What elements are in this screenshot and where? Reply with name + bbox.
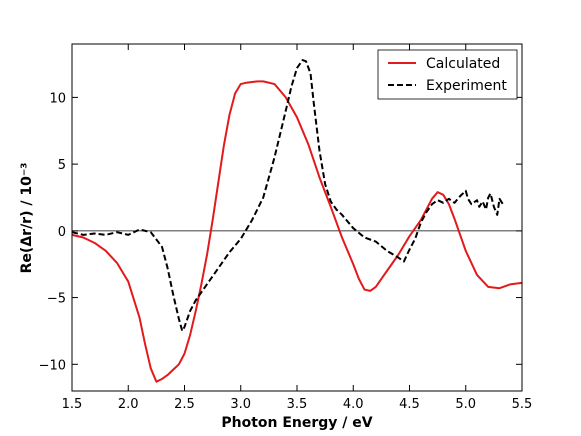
series-line-calculated <box>71 80 523 383</box>
x-tick-label: 3.5 <box>287 397 308 412</box>
y-tick-label: 0 <box>58 225 66 240</box>
y-tick-label: −10 <box>39 358 66 373</box>
y-axis-ticks: −10 −5 0 5 10 <box>39 91 522 373</box>
legend-label-experiment: Experiment <box>426 78 507 94</box>
x-tick-label: 5.0 <box>455 397 476 412</box>
y-tick-label: 10 <box>49 91 66 106</box>
y-tick-label: −5 <box>47 292 66 307</box>
x-axis-title: Photon Energy / eV <box>221 415 372 431</box>
series-layer <box>71 59 523 383</box>
x-tick-label: 2.0 <box>118 397 139 412</box>
legend-box <box>377 49 518 100</box>
legend: Calculated Experiment <box>377 49 518 100</box>
x-tick-label: 3.0 <box>230 397 251 412</box>
plot-area <box>72 44 522 391</box>
y-tick-label: 5 <box>58 158 66 173</box>
y-axis-title: Re(Δr/r) / 10⁻³ <box>19 163 35 274</box>
x-tick-label: 4.0 <box>343 397 364 412</box>
x-tick-label: 1.5 <box>62 397 83 412</box>
x-axis-ticks: 1.5 2.0 2.5 3.0 3.5 4.0 4.5 5.0 5.5 <box>62 44 533 412</box>
x-tick-label: 4.5 <box>399 397 420 412</box>
legend-label-calculated: Calculated <box>426 56 500 72</box>
x-tick-label: 2.5 <box>174 397 195 412</box>
x-tick-label: 5.5 <box>512 397 533 412</box>
series-line-experiment <box>71 59 504 332</box>
